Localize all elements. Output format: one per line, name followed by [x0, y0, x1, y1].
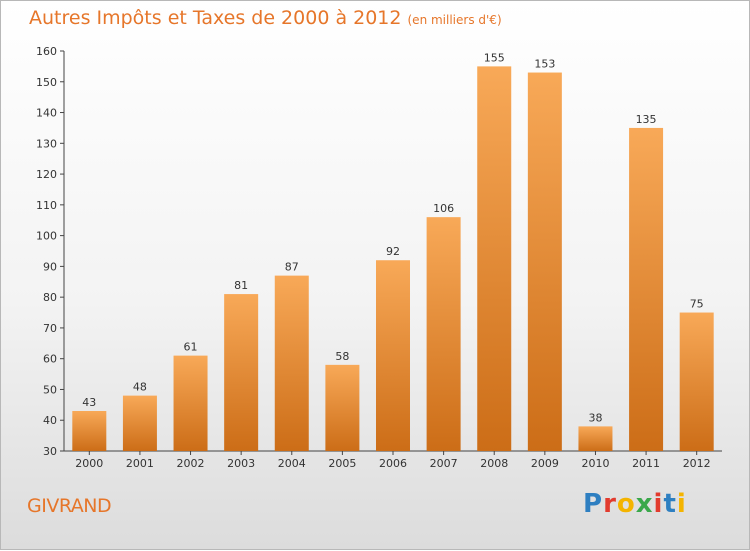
logo-letter: P: [583, 489, 604, 519]
x-tick-label: 2007: [430, 457, 458, 470]
bar-value-label: 92: [386, 245, 400, 258]
y-tick-label: 60: [43, 353, 57, 366]
bar-2010: [578, 426, 613, 451]
bar-value-label: 106: [433, 202, 454, 215]
chart-title-text: Autres Impôts et Taxes de 2000 à 2012: [29, 7, 402, 29]
y-tick-label: 100: [36, 230, 57, 243]
chart-title: Autres Impôts et Taxes de 2000 à 2012 (en…: [29, 7, 502, 29]
bar-2007: [426, 217, 461, 451]
chart-subtitle: (en milliers d'€): [407, 13, 502, 27]
bar-value-label: 58: [335, 350, 349, 363]
proxiti-logo[interactable]: Proxiti: [583, 489, 687, 519]
bar-value-label: 75: [690, 298, 704, 311]
y-tick-label: 40: [43, 414, 57, 427]
bar-value-label: 81: [234, 279, 248, 292]
x-tick-label: 2011: [632, 457, 660, 470]
bar-2006: [376, 260, 410, 451]
y-tick-label: 140: [36, 107, 57, 120]
x-tick-label: 2005: [328, 457, 356, 470]
bar-2008: [477, 66, 512, 451]
bar-2001: [122, 395, 157, 451]
bar-value-label: 48: [133, 381, 147, 394]
bar-2009: [527, 72, 562, 452]
bar-value-label: 155: [484, 51, 505, 64]
logo-letter: x: [635, 489, 654, 519]
y-tick-label: 110: [36, 199, 57, 212]
y-tick-label: 30: [43, 445, 57, 458]
x-tick-label: 2000: [75, 457, 103, 470]
logo-letter: o: [616, 489, 636, 519]
y-tick-label: 90: [43, 260, 57, 273]
y-tick-label: 120: [36, 168, 57, 181]
bar-value-label: 153: [534, 58, 555, 71]
bar-value-label: 135: [636, 113, 657, 126]
y-tick-label: 150: [36, 76, 57, 89]
logo-letter: t: [663, 489, 677, 519]
x-tick-label: 2006: [379, 457, 407, 470]
logo-letter: i: [676, 489, 687, 519]
bar-2000: [72, 411, 107, 451]
x-tick-label: 2004: [278, 457, 306, 470]
bar-2004: [274, 275, 309, 451]
bar-value-label: 38: [588, 411, 602, 424]
x-tick-label: 2012: [683, 457, 711, 470]
bar-2002: [173, 355, 208, 451]
y-tick-label: 130: [36, 137, 57, 150]
bar-2003: [224, 294, 259, 451]
bar-2005: [325, 364, 360, 451]
logo-letter: i: [653, 489, 664, 519]
x-tick-label: 2001: [126, 457, 154, 470]
logo-letter: r: [603, 489, 617, 519]
bar-2011: [629, 127, 664, 451]
commune-name: GIVRAND: [27, 495, 112, 517]
bar-2012: [679, 312, 714, 451]
x-tick-label: 2002: [177, 457, 205, 470]
x-tick-label: 2003: [227, 457, 255, 470]
y-tick-label: 80: [43, 291, 57, 304]
y-tick-label: 50: [43, 383, 57, 396]
x-tick-label: 2009: [531, 457, 559, 470]
y-tick-label: 70: [43, 322, 57, 335]
bar-value-label: 61: [184, 341, 198, 354]
bar-value-label: 43: [82, 396, 96, 409]
y-tick-label: 160: [36, 45, 57, 58]
x-tick-label: 2008: [480, 457, 508, 470]
x-tick-label: 2010: [581, 457, 609, 470]
bar-value-label: 87: [285, 261, 299, 274]
